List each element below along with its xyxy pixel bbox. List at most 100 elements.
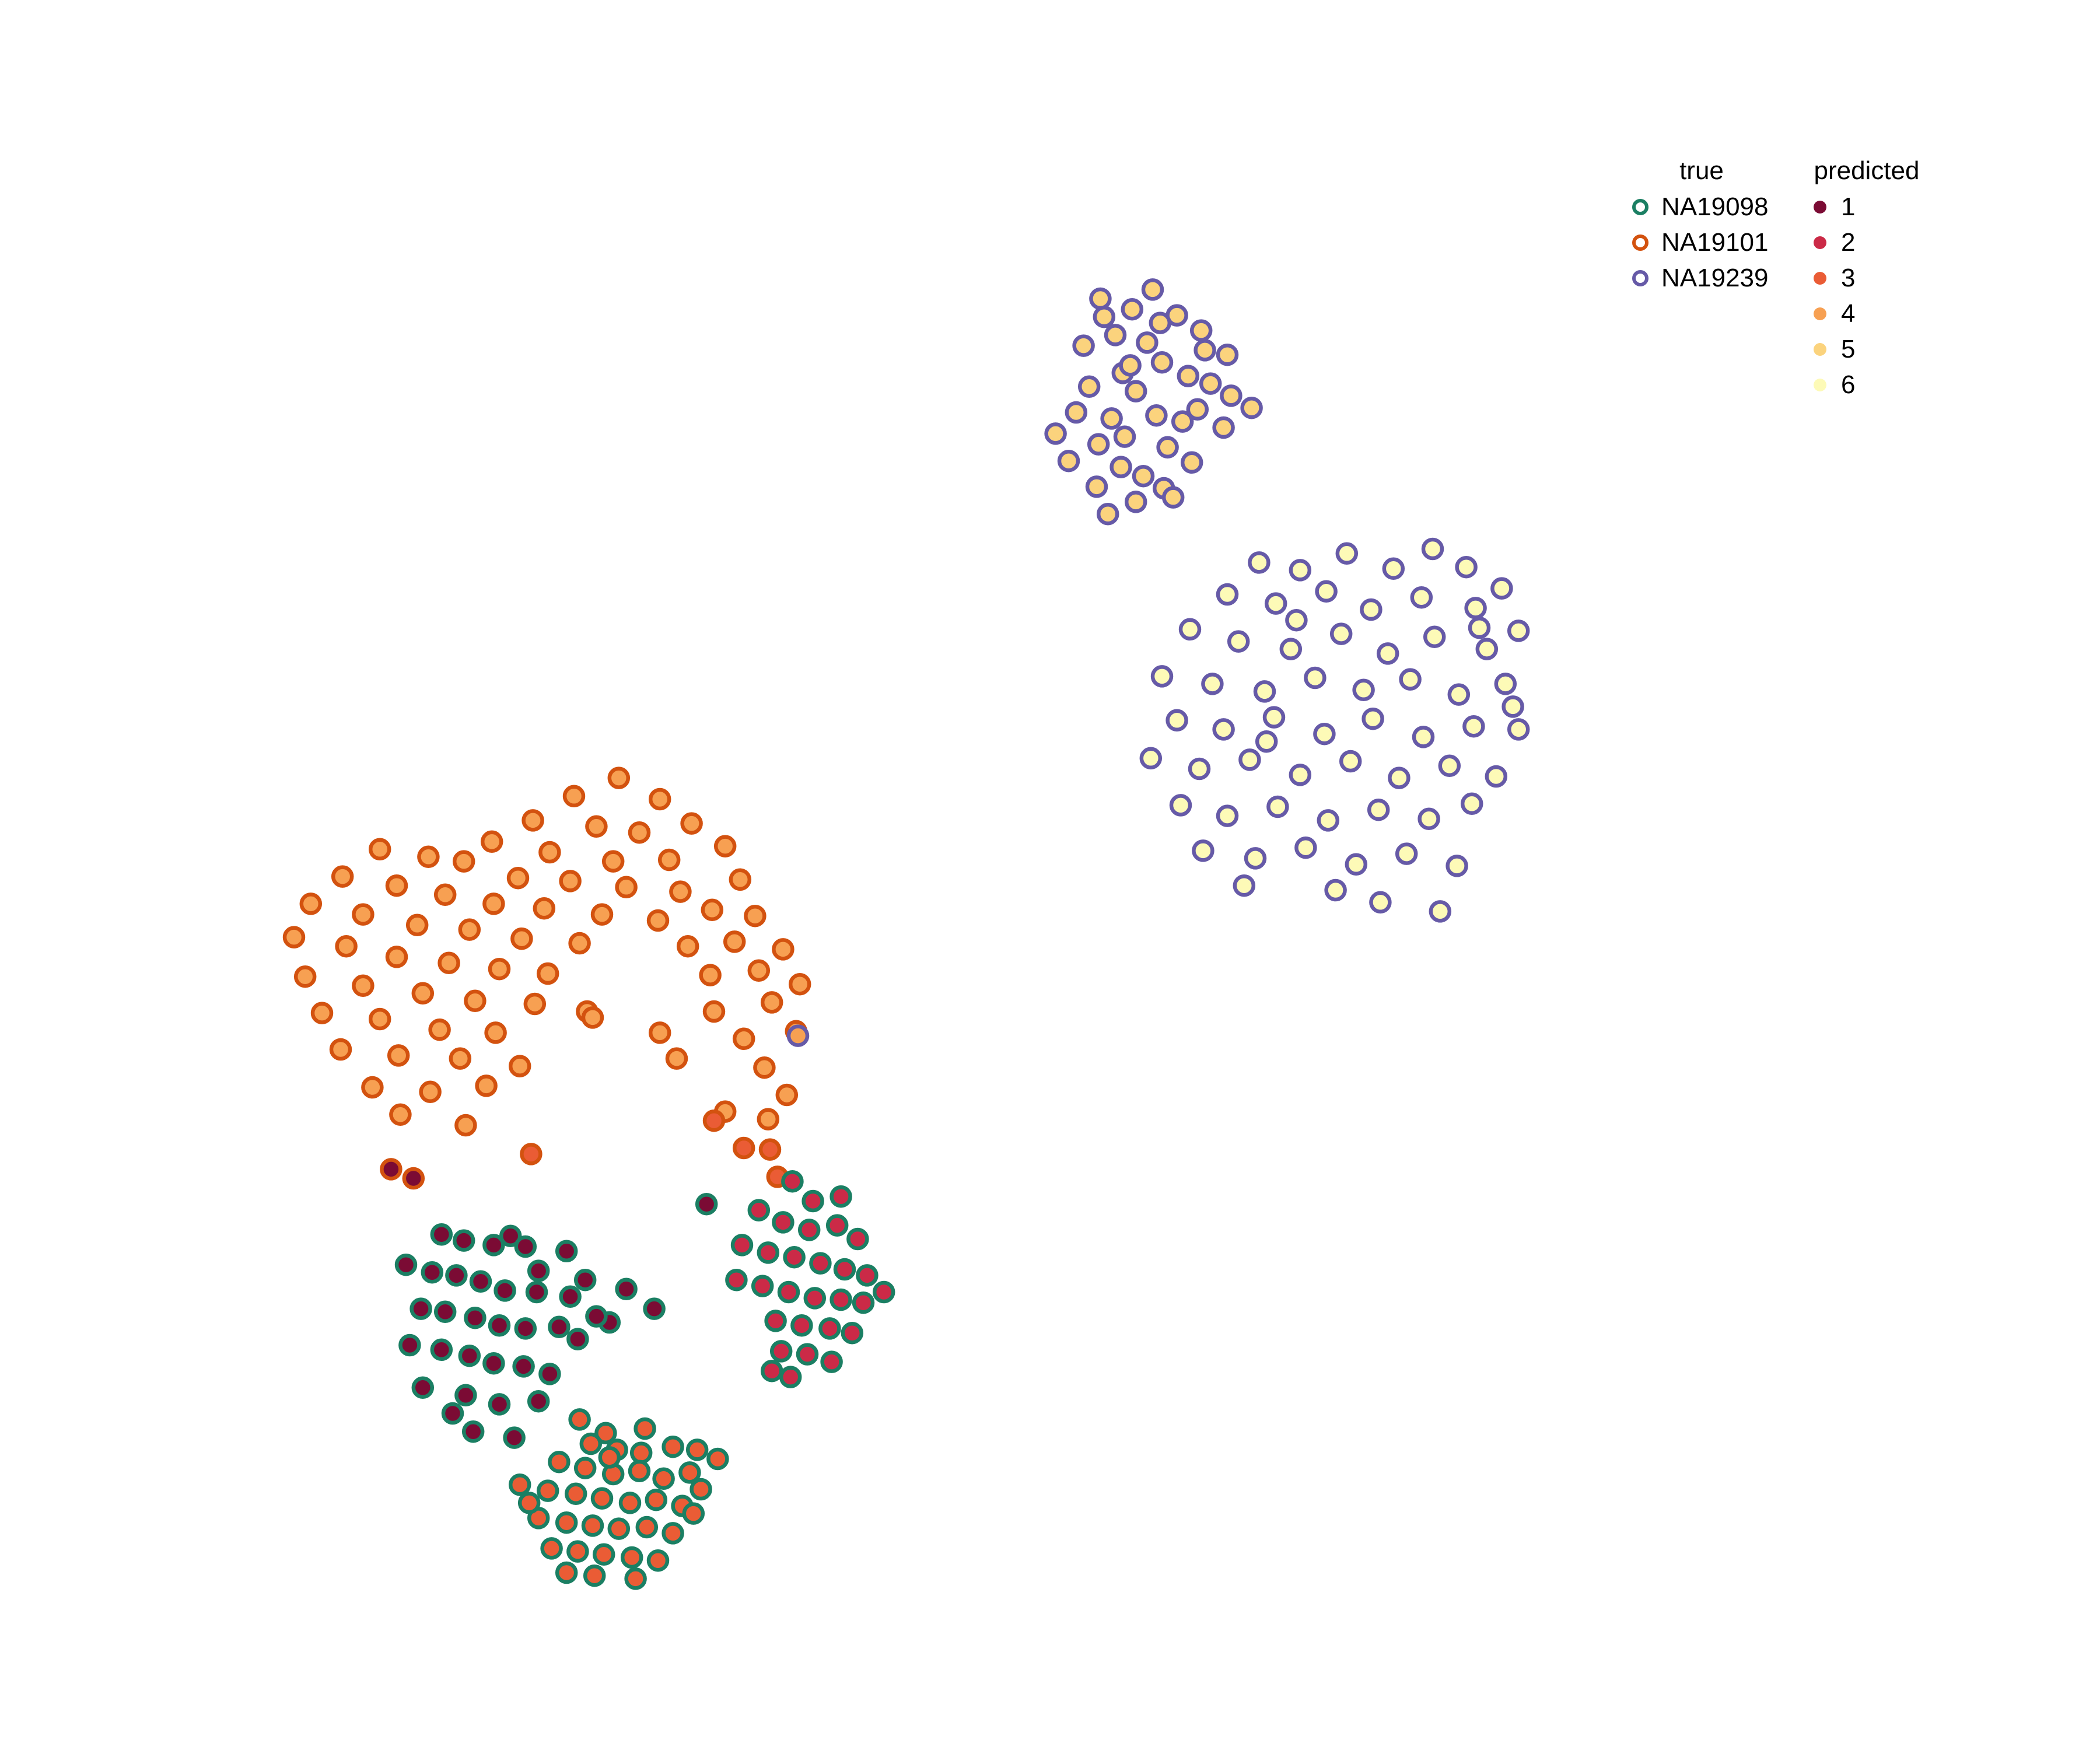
scatter-point [405, 914, 429, 937]
scatter-point [1369, 891, 1392, 914]
scatter-point [573, 1457, 597, 1479]
scatter-point [751, 1275, 774, 1297]
scatter-point [1150, 665, 1174, 688]
scatter-point [1460, 792, 1483, 816]
scatter-point [769, 1340, 793, 1363]
scatter-point [713, 835, 737, 858]
scatter-point [514, 1235, 537, 1258]
scatter-point [646, 909, 670, 932]
scatter-point [618, 1492, 642, 1514]
scatter-point [797, 1219, 821, 1241]
scatter-point [783, 1245, 806, 1269]
scatter-point [568, 1408, 591, 1431]
scatter-point [732, 1136, 755, 1160]
scatter-point [438, 951, 460, 975]
legend-predicted-item-3: 3 [1803, 260, 1931, 296]
scatter-point [1227, 630, 1250, 653]
scatter-point [1315, 580, 1338, 603]
scatter-point [1192, 839, 1214, 862]
legend-true-label: NA19239 [1661, 263, 1769, 292]
scatter-point [517, 1492, 541, 1514]
scatter-point [747, 1199, 771, 1222]
scatter-point [779, 1366, 802, 1388]
scatter-point [282, 926, 306, 949]
scatter-point [753, 1056, 776, 1079]
scatter-point [772, 1211, 794, 1234]
scatter-point [1352, 678, 1375, 702]
scatter-point [475, 1074, 498, 1097]
scatter-point [1438, 754, 1461, 778]
scatter-point [757, 1241, 780, 1264]
scatter-point [1494, 673, 1517, 695]
scatter-point [512, 1355, 535, 1378]
scatter-point [508, 1055, 531, 1077]
scatter-point [634, 1417, 656, 1440]
scatter-point [620, 1546, 643, 1569]
scatter-point [564, 1482, 587, 1506]
scatter-point [1462, 715, 1485, 738]
scatter-point [781, 1170, 804, 1193]
legend-key-ring-icon [1632, 234, 1648, 251]
scatter-point [1150, 351, 1174, 374]
scatter-point [540, 1537, 563, 1560]
scatter-point [676, 935, 699, 958]
scatter-point [1253, 680, 1276, 703]
scatter-point [1345, 853, 1368, 876]
scatter-point [598, 1446, 621, 1469]
scatter-point [1464, 597, 1487, 620]
scatter-point [461, 1420, 485, 1443]
scatter-point [1507, 620, 1530, 642]
scatter-point [352, 974, 374, 998]
scatter-point [488, 957, 511, 981]
scatter-point [796, 1343, 819, 1366]
scatter-point [1399, 668, 1422, 691]
scatter-point [764, 1310, 787, 1332]
scatter-point [590, 903, 614, 926]
scatter-point [1360, 598, 1382, 621]
scatter-point [1244, 847, 1267, 870]
scatter-point [335, 935, 358, 958]
legend-key-ring-icon [1632, 198, 1648, 215]
legend-predicted-label: 6 [1841, 370, 1856, 399]
scatter-point [1294, 836, 1317, 859]
scatter-point [1289, 764, 1312, 786]
scatter-point [566, 1328, 589, 1350]
scatter-point [803, 1287, 827, 1310]
scatter-point [1124, 380, 1147, 402]
scatter-point [583, 1564, 606, 1587]
scatter-point [732, 1027, 755, 1051]
scatter-point [1136, 331, 1158, 354]
scatter-point [1189, 319, 1213, 342]
scatter-point [830, 1185, 852, 1208]
scatter-point [830, 1288, 852, 1311]
scatter-point [1423, 625, 1446, 649]
scatter-point [846, 1227, 869, 1251]
scatter-point [482, 1352, 505, 1375]
scatter-point [482, 892, 505, 915]
scatter-point [706, 1447, 729, 1471]
scatter-point [1429, 900, 1452, 923]
scatter-point [1382, 557, 1405, 580]
scatter-point [695, 1192, 718, 1216]
scatter-point [702, 1000, 726, 1023]
scatter-point [1089, 287, 1112, 310]
scatter-point [410, 1297, 432, 1320]
scatter-point [394, 1253, 418, 1276]
legend-predicted-label: 2 [1841, 228, 1856, 257]
scatter-point [1156, 436, 1179, 459]
scatter-point [648, 788, 671, 811]
scatter-point [1446, 855, 1468, 877]
scatter-point [615, 1278, 638, 1301]
scatter-point [1485, 765, 1508, 788]
scatter-point [757, 1108, 780, 1130]
scatter-point [1212, 718, 1235, 741]
scatter-point [607, 1517, 631, 1540]
scatter-point [1313, 722, 1336, 746]
scatter-point [1248, 551, 1270, 574]
scatter-point [760, 1359, 783, 1382]
scatter-point [1367, 798, 1390, 821]
scatter-point [482, 1234, 505, 1256]
legend-key-dot-icon [1814, 342, 1826, 356]
scatter-point [555, 1561, 578, 1584]
